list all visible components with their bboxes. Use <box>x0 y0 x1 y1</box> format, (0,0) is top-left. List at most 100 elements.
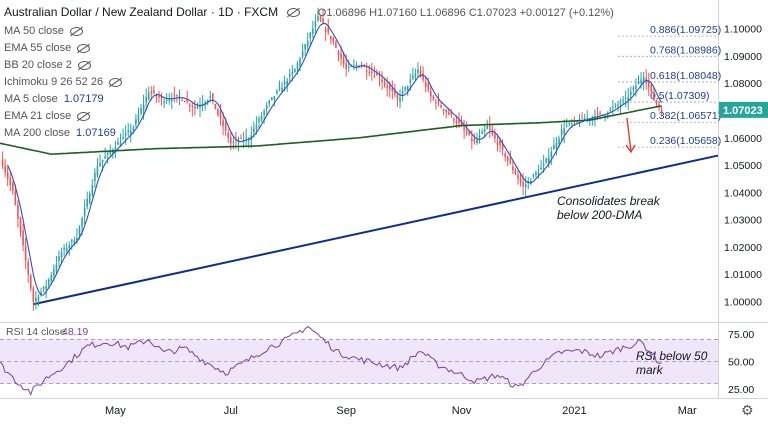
candle-body[interactable] <box>617 105 619 107</box>
candle-body[interactable] <box>333 38 335 42</box>
candle-body[interactable] <box>268 101 270 105</box>
candle-body[interactable] <box>302 51 304 57</box>
candle-body[interactable] <box>89 194 91 204</box>
legend-item[interactable]: BB 20 close 2 <box>4 59 91 71</box>
candle-body[interactable] <box>399 97 401 101</box>
candle-body[interactable] <box>15 191 17 205</box>
candle-body[interactable] <box>227 133 229 138</box>
hidden-eye-icon[interactable] <box>77 112 90 121</box>
candle-body[interactable] <box>558 138 560 144</box>
candle-body[interactable] <box>4 166 6 172</box>
candle-body[interactable] <box>643 77 645 82</box>
candle-body[interactable] <box>635 86 637 90</box>
candle-body[interactable] <box>50 275 52 281</box>
candle-body[interactable] <box>22 231 24 246</box>
legend-item[interactable]: EMA 55 close <box>4 42 90 54</box>
candle-body[interactable] <box>297 63 299 69</box>
candle-body[interactable] <box>545 158 547 162</box>
candle-body[interactable] <box>27 261 29 274</box>
candle-body[interactable] <box>7 172 9 179</box>
candle-body[interactable] <box>258 118 260 122</box>
candle-body[interactable] <box>453 119 455 121</box>
candle-body[interactable] <box>153 90 155 93</box>
support-trendline[interactable] <box>33 156 718 305</box>
candle-body[interactable] <box>2 160 4 166</box>
candle-body[interactable] <box>263 111 265 115</box>
candle-body[interactable] <box>502 144 504 149</box>
candle-body[interactable] <box>384 82 386 85</box>
candle-body[interactable] <box>256 125 258 130</box>
candle-body[interactable] <box>476 140 478 143</box>
candle-body[interactable] <box>107 152 109 154</box>
candle-body[interactable] <box>563 128 565 134</box>
candle-body[interactable] <box>533 175 535 177</box>
candle-body[interactable] <box>412 75 414 78</box>
candle-body[interactable] <box>651 85 653 92</box>
candle-body[interactable] <box>474 139 476 143</box>
candle-body[interactable] <box>168 100 170 101</box>
candle-body[interactable] <box>597 113 599 114</box>
candle-body[interactable] <box>335 42 337 47</box>
candle-body[interactable] <box>289 74 291 76</box>
candle-body[interactable] <box>343 59 345 64</box>
hidden-eye-icon[interactable] <box>78 61 91 70</box>
candle-body[interactable] <box>504 153 506 157</box>
candle-body[interactable] <box>271 97 273 99</box>
candle-body[interactable] <box>571 123 573 124</box>
candle-body[interactable] <box>194 106 196 108</box>
candle-body[interactable] <box>638 81 640 84</box>
candle-body[interactable] <box>425 82 427 87</box>
candle-body[interactable] <box>158 96 160 98</box>
candle-body[interactable] <box>520 178 522 182</box>
candle-body[interactable] <box>404 87 406 90</box>
candle-body[interactable] <box>568 123 570 124</box>
candle-body[interactable] <box>230 137 232 143</box>
candle-body[interactable] <box>653 94 655 100</box>
candle-body[interactable] <box>445 110 447 112</box>
candle-body[interactable] <box>304 44 306 49</box>
candle-body[interactable] <box>525 184 527 187</box>
candle-body[interactable] <box>143 104 145 110</box>
candle-body[interactable] <box>53 270 55 276</box>
candle-body[interactable] <box>497 142 499 145</box>
candle-body[interactable] <box>245 138 247 139</box>
candle-body[interactable] <box>556 143 558 149</box>
candle-body[interactable] <box>551 152 553 157</box>
candle-body[interactable] <box>97 166 99 175</box>
candle-body[interactable] <box>99 163 101 166</box>
candle-body[interactable] <box>35 298 37 301</box>
candle-body[interactable] <box>130 131 132 134</box>
candle-body[interactable] <box>633 87 635 90</box>
candle-body[interactable] <box>338 51 340 55</box>
candle-body[interactable] <box>145 97 147 103</box>
candle-body[interactable] <box>217 109 219 115</box>
candle-body[interactable] <box>309 33 311 38</box>
candle-body[interactable] <box>127 130 129 132</box>
candle-body[interactable] <box>12 183 14 191</box>
candle-body[interactable] <box>43 287 45 289</box>
candle-body[interactable] <box>325 29 327 32</box>
candle-body[interactable] <box>407 86 409 90</box>
candle-body[interactable] <box>561 130 563 134</box>
candle-body[interactable] <box>661 110 663 113</box>
candle-body[interactable] <box>66 248 68 251</box>
candle-body[interactable] <box>138 115 140 121</box>
candle-body[interactable] <box>517 174 519 178</box>
symbol-title[interactable]: Australian Dollar / New Zealand Dollar ·… <box>4 5 278 19</box>
candle-body[interactable] <box>261 116 263 121</box>
candle-body[interactable] <box>122 137 124 139</box>
candle-body[interactable] <box>20 218 22 232</box>
settings-gear-icon[interactable]: ⚙ <box>741 403 754 419</box>
candle-body[interactable] <box>543 164 545 166</box>
candle-body[interactable] <box>345 63 347 69</box>
candle-body[interactable] <box>33 288 35 301</box>
candle-body[interactable] <box>174 95 176 96</box>
candle-body[interactable] <box>481 131 483 133</box>
candle-body[interactable] <box>540 167 542 169</box>
candle-body[interactable] <box>448 112 450 114</box>
candle-body[interactable] <box>353 65 355 66</box>
candle-body[interactable] <box>212 94 214 101</box>
